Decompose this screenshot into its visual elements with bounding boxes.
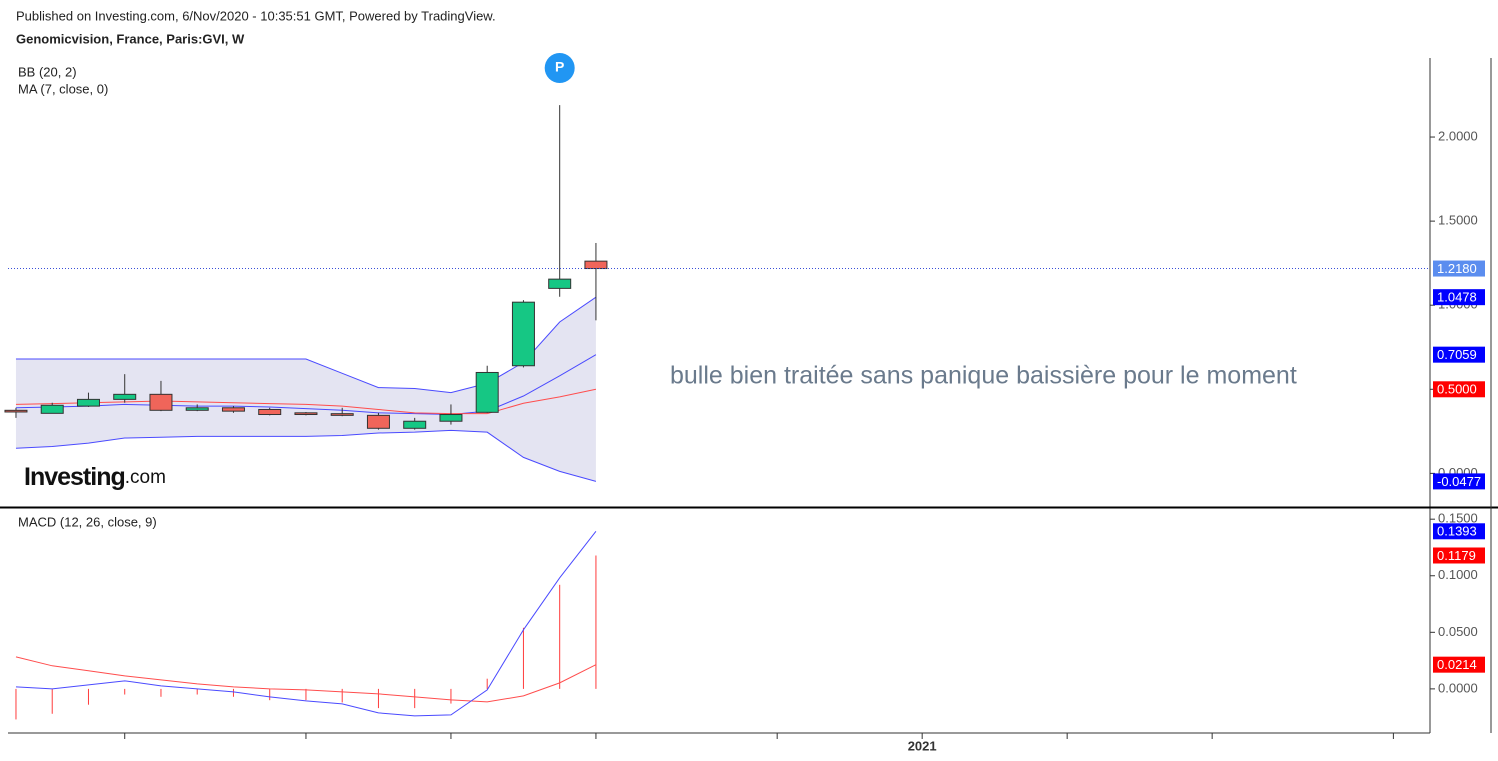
moving-average [15,388,597,415]
bollinger-upper [15,296,597,394]
last-value-label: 1.2180 [1437,261,1477,276]
candle-body [149,393,173,411]
candle-body [76,398,100,407]
y-tick-label: 0.1000 [1438,567,1478,582]
bollinger-fill [15,297,596,482]
indicator-label: BB (20, 2) [18,64,77,79]
y-tick-label: 0.1500 [1438,511,1478,526]
last-value-badge [1433,346,1485,363]
published: Published on Investing.com, 6/Nov/2020 -… [16,8,496,23]
last-value-label: 0.5000 [1437,382,1477,397]
logo-suffix: .com [125,467,166,488]
last-value-badge [1433,473,1485,490]
candle-body [584,260,608,270]
indicator-label: MA (7, close, 0) [18,81,108,96]
last-value-label: 0.1393 [1437,524,1477,539]
candle-body [221,407,245,412]
marker [544,53,575,83]
macd-line [15,530,597,717]
candle-body [113,393,137,400]
last-value-label: 0.0214 [1437,657,1477,672]
last-value-badge [1433,523,1485,540]
candle-body [511,301,535,367]
last-value-label: 1.0478 [1437,290,1477,305]
x-tick-label: 2021 [908,738,937,753]
logo: Investing.com [24,463,166,491]
last-value-label: 0.1179 [1437,548,1476,563]
y-tick-label: 0.0000 [1438,680,1478,695]
candle-body [4,409,28,413]
last-value-label: 0.7059 [1437,347,1477,362]
last-value-label: -0.0477 [1437,474,1481,489]
candle-body [366,414,390,429]
candle-body [439,414,463,422]
candle-body [548,278,572,289]
y-tick-label: 1.5000 [1438,213,1478,228]
last-value-badge [1433,547,1485,564]
candle-body [258,408,282,416]
annotation: bulle bien traitée sans panique baissièr… [670,362,1297,390]
last-value-badge [1433,381,1485,398]
last-value-badge [1433,260,1485,277]
candle-body [330,413,354,416]
candle-body [40,404,64,414]
bollinger-basis [15,354,597,416]
logo-brand: Investing [24,463,125,491]
y-tick-label: 2.0000 [1438,128,1478,143]
candle-body [185,407,209,411]
candle-body [294,412,318,416]
last-value-badge [1433,656,1485,673]
y-tick-label: 0.0500 [1438,624,1478,639]
last-value-badge [1433,289,1485,306]
signal-line [15,656,597,703]
chart-title: Genomicvision, France, Paris:GVI, W [16,31,245,46]
indicator-label: MACD (12, 26, close, 9) [18,514,157,529]
candle-body [403,420,427,429]
candle-body [475,371,499,413]
bollinger-lower [15,429,597,482]
marker-label: P [555,59,564,75]
